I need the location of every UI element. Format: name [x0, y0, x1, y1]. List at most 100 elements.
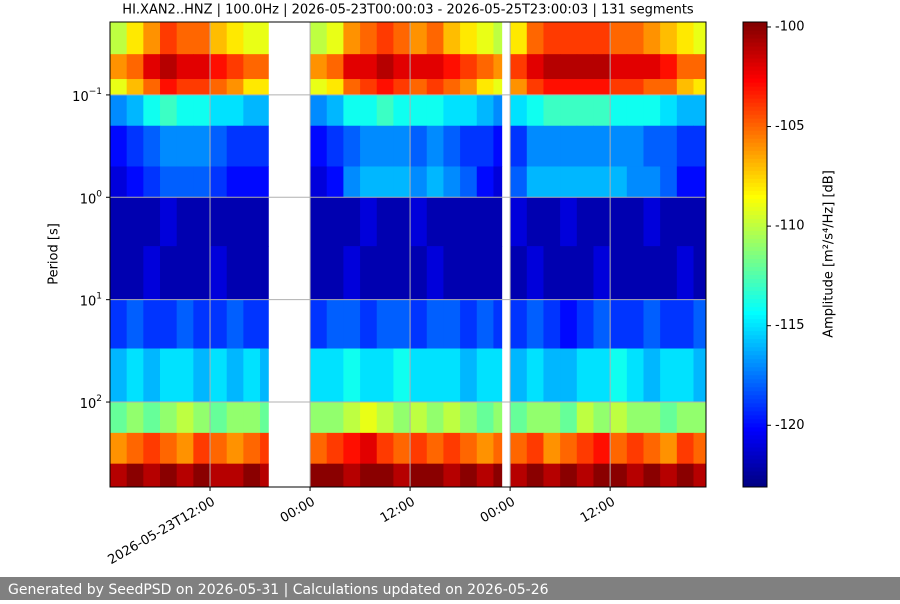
heat-cell — [243, 166, 261, 198]
heat-cell — [126, 54, 144, 80]
heat-cell — [176, 246, 194, 301]
heat-cell — [610, 197, 628, 247]
heat-cell — [260, 348, 269, 403]
heat-cell — [493, 79, 503, 96]
heat-cell — [243, 22, 261, 55]
colorbar-stripe — [743, 474, 767, 480]
heat-cell — [443, 197, 461, 247]
heat-cell — [493, 166, 503, 198]
heat-cell — [193, 432, 211, 465]
heat-cell — [693, 299, 707, 349]
y-tick-exponent: −1 — [89, 86, 102, 96]
heat-cell — [193, 125, 211, 167]
heat-cell — [660, 22, 678, 55]
heat-cell — [443, 166, 461, 198]
colorbar-stripe — [743, 86, 767, 91]
heat-cell — [243, 246, 261, 301]
heat-cell — [143, 166, 161, 198]
colorbar-stripe — [743, 30, 767, 35]
heat-cell — [326, 79, 344, 96]
heat-cell — [210, 94, 228, 127]
heat-cell — [176, 79, 194, 96]
heat-cell — [360, 54, 378, 80]
heat-cell — [643, 166, 661, 198]
heat-cell — [660, 348, 678, 403]
colorbar-stripe — [743, 134, 767, 139]
heat-cell — [610, 54, 628, 80]
heat-cell — [610, 246, 628, 301]
heat-cell — [176, 463, 194, 488]
colorbar-stripe — [743, 346, 767, 352]
heat-cell — [543, 166, 561, 198]
heat-cell — [543, 54, 561, 80]
heat-cell — [560, 79, 578, 96]
colorbar-tick-label: -110 — [775, 219, 805, 234]
heat-cell — [426, 125, 444, 167]
heat-cell — [426, 54, 444, 80]
y-tick-base: 10 — [80, 192, 97, 207]
heat-cell — [143, 432, 161, 465]
colorbar-stripe — [743, 218, 767, 223]
heat-cell — [210, 432, 228, 465]
heat-cell — [693, 432, 707, 465]
heat-cell — [160, 197, 178, 247]
heat-cell — [393, 22, 411, 55]
colorbar-stripe — [743, 338, 767, 344]
heat-cell — [176, 22, 194, 55]
heat-cell — [560, 22, 578, 55]
heat-cell — [610, 125, 628, 167]
heat-cell — [576, 22, 594, 55]
heat-cell — [560, 348, 578, 403]
heat-cell — [226, 299, 244, 349]
heat-cell — [110, 463, 128, 488]
heat-cell — [393, 402, 411, 434]
colorbar-stripe — [743, 158, 767, 163]
colorbar-tick-label: -105 — [775, 119, 805, 134]
heat-cell — [410, 54, 428, 80]
heat-cell — [210, 299, 228, 349]
heat-cell — [526, 125, 544, 167]
heat-cell — [310, 54, 328, 80]
heat-cell — [176, 348, 194, 403]
heat-cell — [460, 246, 478, 301]
colorbar-stripe — [743, 358, 767, 364]
heat-cell — [393, 348, 411, 403]
colorbar-stripe — [743, 310, 767, 316]
heat-cell — [160, 432, 178, 465]
heat-cell — [693, 125, 707, 167]
heat-cell — [476, 197, 494, 247]
colorbar-stripe — [743, 318, 767, 324]
heat-cell — [143, 246, 161, 301]
heat-cell — [526, 299, 544, 349]
heat-cell — [610, 22, 628, 55]
colorbar-stripe — [743, 258, 767, 264]
heat-cell — [143, 54, 161, 80]
heat-cell — [343, 125, 361, 167]
heat-cell — [460, 348, 478, 403]
heat-cell — [310, 463, 328, 488]
heat-cell — [360, 299, 378, 349]
heat-cell — [576, 197, 594, 247]
heat-cell — [676, 246, 694, 301]
colorbar-stripe — [743, 46, 767, 51]
heat-cell — [193, 197, 211, 247]
heat-cell — [676, 348, 694, 403]
heat-cell — [593, 166, 611, 198]
heat-cell — [410, 246, 428, 301]
heat-cell — [660, 432, 678, 465]
heat-cell — [476, 54, 494, 80]
heat-cell — [443, 402, 461, 434]
colorbar-stripe — [743, 54, 767, 59]
heat-cell — [476, 246, 494, 301]
heat-cell — [210, 246, 228, 301]
colorbar-tick-label: -120 — [775, 418, 805, 433]
heat-cell — [643, 402, 661, 434]
heat-cell — [626, 94, 644, 127]
heat-cell — [543, 299, 561, 349]
heat-cell — [610, 348, 628, 403]
heat-cell — [510, 54, 528, 80]
heat-cell — [660, 125, 678, 167]
colorbar-stripe — [743, 174, 767, 179]
colorbar-stripe — [743, 154, 767, 159]
heat-cell — [110, 54, 128, 80]
